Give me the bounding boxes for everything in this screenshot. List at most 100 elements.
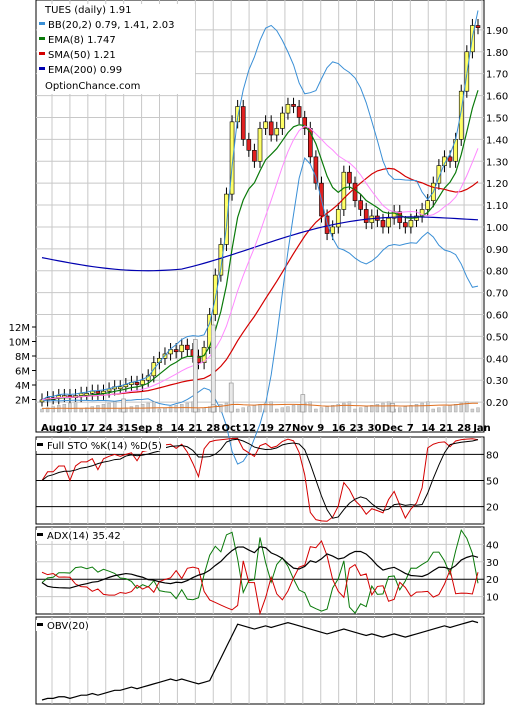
volume-spike-bar — [210, 404, 216, 413]
x-tick-label: 9 — [317, 423, 324, 434]
y-tick-label: 1.00 — [486, 223, 508, 234]
volume-bar — [247, 406, 251, 413]
series-layer — [39, 10, 481, 701]
watermark: OptionChance.com — [45, 81, 140, 92]
candle-body — [185, 344, 190, 350]
volume-bar — [118, 408, 122, 413]
candle-body — [408, 220, 414, 228]
volume-bar — [45, 407, 50, 413]
x-tick-label: 14 — [421, 423, 435, 434]
volume-bar — [202, 407, 206, 413]
candle-body — [296, 106, 302, 118]
volume-bar — [420, 402, 424, 413]
sto-d-line — [41, 438, 479, 519]
volume-bar — [107, 402, 111, 413]
volume-bar — [425, 401, 430, 413]
volume-bar — [241, 407, 245, 413]
x-tick-label: 27 — [278, 423, 292, 434]
y-tick-label: 0.50 — [486, 332, 508, 343]
volume-bar — [163, 407, 167, 413]
volume-tick-label: 10M — [9, 338, 30, 349]
chart-title: TUES (daily) 1.91 — [44, 5, 131, 16]
x-tick-label: 28 — [206, 423, 220, 434]
sto-title: Full STO %K(14) %D(5) — [47, 441, 162, 452]
volume-bar — [448, 405, 452, 413]
adx-minus-di-line — [41, 539, 479, 616]
volume-spike-bar — [193, 339, 198, 413]
volume-bar — [90, 406, 95, 413]
volume-bar — [470, 408, 475, 413]
x-tick-label: 19 — [260, 423, 274, 434]
volume-bar — [375, 404, 380, 413]
sma50-line — [41, 167, 479, 401]
x-tick-label: Dec — [382, 423, 403, 434]
obv-line — [41, 620, 479, 701]
volume-bar — [476, 407, 480, 413]
axis-labels: Aug 10 17 24 31 Sep 8 14 21 28 Oct 12 19 27 Nov 9 16 23 30… — [9, 26, 509, 604]
bb-lower-line — [41, 157, 479, 465]
candle-body — [212, 274, 218, 315]
candle-body — [324, 215, 330, 234]
y-tick-label: 0.70 — [486, 289, 508, 300]
candle-body — [95, 390, 101, 394]
candle-body — [352, 182, 358, 201]
volume-average-line — [41, 402, 479, 409]
bb-upper-line — [41, 10, 479, 401]
volume-bar — [224, 402, 229, 413]
candle-body — [458, 90, 464, 140]
volume-bar — [437, 407, 441, 413]
y-tick-label: 0.30 — [486, 376, 508, 387]
volume-bar — [459, 402, 463, 413]
volume-tick-label: 12M — [9, 323, 30, 334]
adx-title: ADX(14) 35.42 — [47, 531, 121, 542]
candle-body — [140, 379, 145, 385]
adx-plus-di-line — [41, 528, 479, 614]
adx-title-swatch — [37, 533, 43, 536]
volume-bar — [79, 408, 83, 413]
volume-spike-bar — [300, 394, 306, 413]
y-tick-label: 1.80 — [486, 48, 508, 59]
volume-bar — [364, 406, 368, 413]
panel-frame-0 — [35, 0, 485, 433]
y-tick-label: 0.60 — [486, 311, 508, 322]
volume-bar — [409, 405, 413, 413]
candle-body — [358, 200, 363, 210]
candle-body — [341, 171, 347, 210]
candle-body — [218, 244, 224, 276]
volume-bar — [275, 408, 279, 413]
volume-tick-label: 6M — [15, 367, 30, 378]
adx-tick-label: 30 — [486, 558, 499, 569]
legend-swatch-ema8 — [39, 37, 45, 40]
y-tick-label: 0.90 — [486, 245, 508, 256]
volume-bar — [403, 406, 408, 413]
volume-bar — [68, 402, 72, 413]
volume-bar — [308, 401, 313, 413]
candle-body — [403, 222, 408, 228]
volume-bar — [258, 404, 262, 413]
sto-tick-label: 80 — [486, 450, 499, 461]
volume-bar — [336, 404, 340, 413]
y-tick-label: 1.20 — [486, 179, 508, 190]
volume-bar — [431, 408, 435, 413]
legend-sma50: SMA(50) 1.21 — [48, 50, 116, 61]
candle-body — [425, 200, 430, 210]
x-tick-label: Oct — [222, 423, 241, 434]
x-tick-label: 28 — [457, 423, 471, 434]
candle-body — [291, 104, 296, 107]
panel-frame-3 — [35, 616, 485, 705]
volume-bar — [129, 406, 134, 413]
sto-tick-label: 20 — [486, 503, 499, 514]
x-tick-label: 12 — [242, 423, 256, 434]
candle-body — [363, 209, 369, 223]
volume-bar — [342, 402, 346, 413]
volume-bar — [325, 406, 329, 413]
candle-body — [252, 150, 257, 162]
volume-bar — [112, 401, 117, 413]
candle-body — [347, 171, 352, 184]
volume-bar — [453, 404, 458, 413]
volume-bar — [280, 407, 285, 413]
volume-bar — [347, 401, 352, 413]
volume-tick-label: 2M — [15, 396, 30, 407]
sto-k-line — [41, 437, 479, 522]
candle-body — [274, 128, 280, 136]
